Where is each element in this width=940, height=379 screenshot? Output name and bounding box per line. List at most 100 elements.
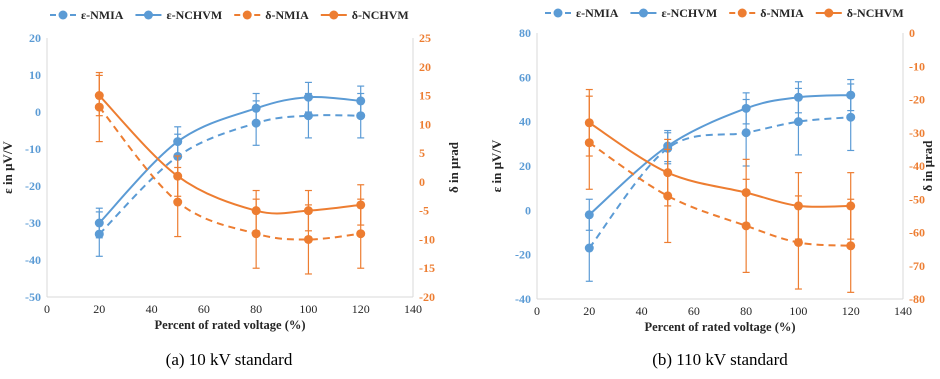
x-tick-label: 120 [352, 302, 370, 316]
x-tick-label: 100 [299, 302, 317, 316]
legend-label: ε-NCHVM [661, 6, 717, 20]
x-tick-label: 140 [404, 302, 422, 316]
legend-swatch-marker [242, 10, 252, 20]
data-point [251, 103, 261, 113]
y-axis-right-label: δ in μrad [446, 141, 461, 193]
y-axis-left-label: ε in μV/V [0, 141, 15, 194]
data-point [356, 229, 366, 239]
data-point [793, 92, 803, 102]
legend-swatch-marker [638, 8, 648, 18]
x-axis-label: Percent of rated voltage (%) [154, 318, 305, 332]
y-left-tick-label: -10 [25, 142, 41, 156]
y-right-tick-label: -30 [909, 126, 925, 140]
series-3 [584, 95, 856, 293]
y-left-tick-label: -30 [25, 216, 41, 230]
x-tick-label: 100 [789, 304, 807, 318]
data-point [584, 243, 594, 253]
legend-swatch-marker [824, 8, 834, 18]
series-4 [94, 74, 366, 232]
data-point [173, 171, 183, 181]
series-line [98, 95, 361, 224]
y-axis-right-label: δ in μrad [920, 140, 935, 192]
legend-swatch-marker [143, 10, 153, 20]
y-right-tick-label: 10 [419, 117, 431, 131]
y-right-tick-label: -40 [909, 159, 925, 173]
series-line [588, 94, 851, 216]
series-3 [94, 71, 366, 275]
series-line [98, 106, 361, 241]
series-line [98, 94, 361, 215]
y-right-tick-label: -20 [909, 93, 925, 107]
x-axis-label: Percent of rated voltage (%) [644, 320, 795, 334]
y-right-tick-label: -5 [419, 204, 429, 218]
series-line [588, 116, 851, 249]
x-tick-label: 40 [636, 304, 648, 318]
y-right-tick-label: 0 [419, 175, 425, 189]
series-2 [584, 78, 856, 231]
series-2 [94, 81, 366, 239]
data-point [741, 103, 751, 113]
y-axis-left-label: ε in μV/V [489, 139, 504, 192]
y-right-tick-label: -10 [419, 232, 435, 246]
y-left-tick-label: -40 [25, 253, 41, 267]
legend-label: δ-NCHVM [847, 6, 904, 20]
series-1 [94, 92, 366, 257]
data-point [173, 197, 183, 207]
data-point [584, 118, 594, 128]
data-point [303, 234, 313, 244]
y-left-tick-label: 0 [525, 203, 531, 217]
x-tick-label: 140 [894, 304, 912, 318]
data-point [94, 91, 104, 101]
y-right-tick-label: 15 [419, 89, 431, 103]
y-left-tick-label: 60 [519, 70, 531, 84]
y-left-tick-label: 0 [35, 105, 41, 119]
data-point [846, 201, 856, 211]
data-point [173, 137, 183, 147]
x-tick-label: 40 [146, 302, 158, 316]
x-tick-label: 80 [250, 302, 262, 316]
x-tick-label: 60 [688, 304, 700, 318]
legend-label: δ-NMIA [760, 6, 804, 20]
x-tick-label: 60 [198, 302, 210, 316]
data-point [584, 210, 594, 220]
x-tick-label: 20 [93, 302, 105, 316]
data-point [846, 112, 856, 122]
legend-label: δ-NMIA [265, 8, 309, 22]
chart-2: 0 20 40 60 80 100 120 140 -40 -20 0 20 40 60 80 -80 -70 -… [489, 6, 935, 369]
y-right-tick-label: 20 [419, 60, 431, 74]
data-point [94, 218, 104, 228]
y-left-tick-label: 10 [29, 68, 41, 82]
y-right-tick-label: -50 [909, 192, 925, 206]
y-right-tick-label: -70 [909, 259, 925, 273]
y-right-tick-label: 5 [419, 146, 425, 160]
data-point [251, 229, 261, 239]
y-left-tick-label: -20 [515, 248, 531, 262]
y-left-tick-label: -20 [25, 179, 41, 193]
data-point [303, 111, 313, 121]
y-left-tick-label: 20 [29, 31, 41, 45]
legend-swatch-marker [58, 10, 68, 20]
series-line [588, 141, 851, 247]
legend-label: ε-NCHVM [166, 8, 222, 22]
legend-swatch-marker [737, 8, 747, 18]
data-point [741, 128, 751, 138]
y-left-tick-label: 80 [519, 26, 531, 40]
data-point [741, 188, 751, 198]
y-right-tick-label: -80 [909, 292, 925, 306]
y-right-tick-label: 25 [419, 31, 431, 45]
x-tick-label: 120 [842, 304, 860, 318]
data-point [793, 117, 803, 127]
data-point [303, 92, 313, 102]
data-point [793, 237, 803, 247]
data-point [251, 206, 261, 216]
data-point [846, 241, 856, 251]
data-point [356, 200, 366, 210]
data-point [356, 96, 366, 106]
data-point [793, 201, 803, 211]
x-tick-label: 20 [583, 304, 595, 318]
legend-swatch-marker [553, 8, 563, 18]
y-right-tick-label: -10 [909, 59, 925, 73]
data-point [303, 206, 313, 216]
x-tick-label: 80 [740, 304, 752, 318]
